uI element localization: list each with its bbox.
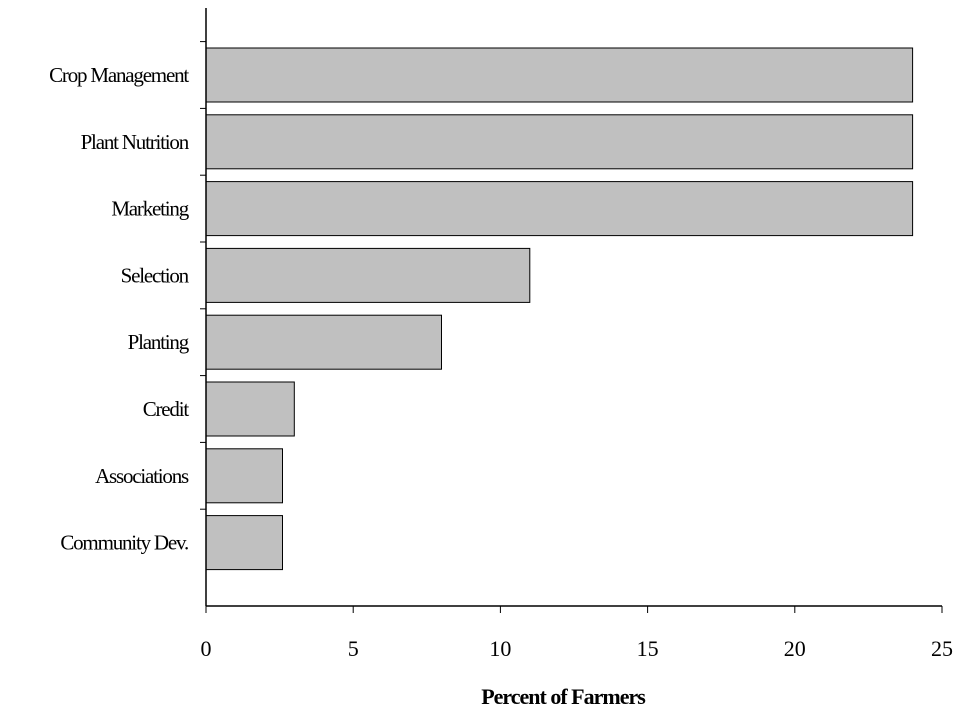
category-label-plant-nutrition: Plant Nutrition: [81, 130, 190, 154]
bar-marketing: [205, 181, 914, 237]
x-tick-label: 20: [784, 636, 806, 661]
bar-planting: [205, 314, 442, 370]
bar-plant-nutrition: [205, 114, 914, 170]
bar-associations: [205, 448, 283, 504]
category-label-associations: Associations: [95, 464, 189, 488]
x-axis-title: Percent of Farmers: [481, 684, 646, 709]
x-tick-label: 15: [637, 636, 659, 661]
axes-group: [200, 8, 943, 613]
bars-group: [205, 47, 914, 571]
x-tick-label: 0: [201, 636, 212, 661]
bar-selection: [205, 247, 531, 303]
category-label-crop-management: Crop Management: [49, 63, 189, 87]
category-label-marketing: Marketing: [111, 197, 189, 221]
bar-community-dev: [205, 515, 283, 571]
x-tick-label: 5: [348, 636, 359, 661]
category-label-community-dev: Community Dev.: [60, 531, 188, 555]
x-tick-label: 10: [489, 636, 511, 661]
category-label-planting: Planting: [128, 330, 190, 354]
category-label-selection: Selection: [121, 263, 190, 287]
bar-crop-management: [205, 47, 914, 103]
bar-credit: [205, 381, 295, 437]
x-tick-label: 25: [931, 636, 953, 661]
labels-group: Crop Management Plant Nutrition Marketing S…: [49, 63, 953, 661]
category-label-credit: Credit: [143, 397, 190, 421]
